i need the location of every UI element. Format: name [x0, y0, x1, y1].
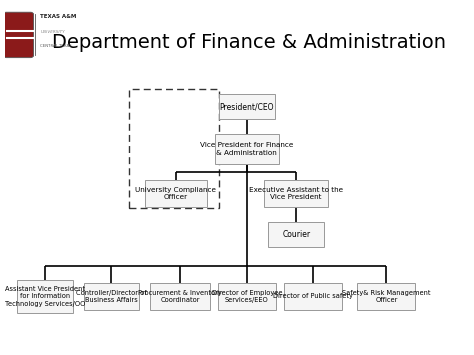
- Text: Vice President for Finance
& Administration: Vice President for Finance & Administrat…: [200, 142, 293, 156]
- Text: University Compliance
Officer: University Compliance Officer: [136, 187, 217, 200]
- FancyBboxPatch shape: [215, 134, 279, 164]
- FancyBboxPatch shape: [150, 283, 210, 310]
- FancyBboxPatch shape: [17, 280, 73, 313]
- FancyBboxPatch shape: [218, 283, 276, 310]
- Text: Executive Assistant to the
Vice President: Executive Assistant to the Vice Presiden…: [249, 187, 343, 200]
- FancyBboxPatch shape: [145, 180, 207, 207]
- Text: Director of Employee
Services/EEO: Director of Employee Services/EEO: [211, 290, 282, 303]
- Text: Director of Public safety: Director of Public safety: [273, 294, 353, 299]
- Text: Procurement & Inventory
Coordinator: Procurement & Inventory Coordinator: [138, 290, 222, 303]
- Text: Controller/Director of
Business Affairs: Controller/Director of Business Affairs: [76, 290, 147, 303]
- Text: President/CEO: President/CEO: [219, 102, 274, 111]
- FancyBboxPatch shape: [264, 180, 328, 207]
- FancyBboxPatch shape: [219, 94, 275, 119]
- FancyBboxPatch shape: [357, 283, 415, 310]
- Text: Courier: Courier: [282, 230, 310, 239]
- Text: TEXAS A&M: TEXAS A&M: [40, 14, 77, 19]
- FancyBboxPatch shape: [3, 12, 34, 58]
- Text: CENTRAL TEXAS.: CENTRAL TEXAS.: [40, 44, 73, 48]
- Text: Safety& Risk Management
Officer: Safety& Risk Management Officer: [342, 290, 431, 303]
- Text: UNIVERSITY: UNIVERSITY: [40, 30, 65, 34]
- FancyBboxPatch shape: [284, 283, 342, 310]
- Text: Assistant Vice President
for Information
Technology Services/OO: Assistant Vice President for Information…: [5, 286, 85, 307]
- Text: Department of Finance & Administration: Department of Finance & Administration: [52, 33, 446, 52]
- FancyBboxPatch shape: [83, 283, 139, 310]
- FancyBboxPatch shape: [268, 222, 324, 247]
